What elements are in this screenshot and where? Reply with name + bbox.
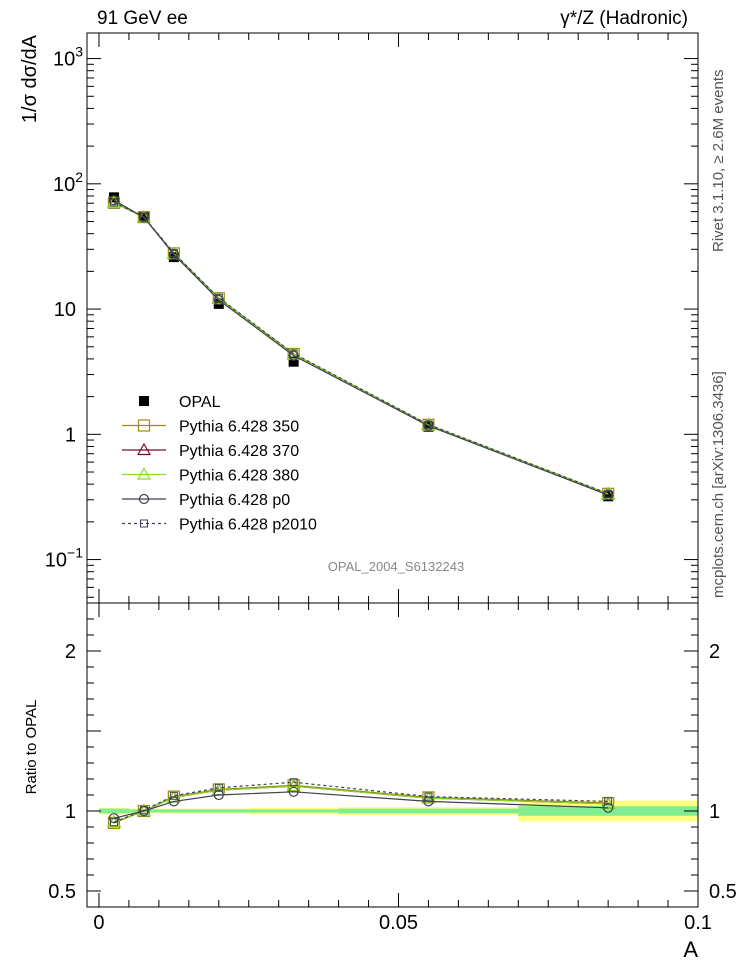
legend-label: Pythia 6.428 380 xyxy=(179,468,299,485)
x-axis-title: A xyxy=(683,937,698,962)
data-point xyxy=(424,420,433,429)
ratio-series-line xyxy=(113,791,609,819)
page-title-left: 91 GeV ee xyxy=(97,8,188,29)
legend-marker xyxy=(137,419,151,432)
y-tick-label: 103 xyxy=(53,44,83,71)
ratio-data-point xyxy=(213,789,224,801)
y-tick-label: 10 xyxy=(54,299,76,321)
ratio-series-line xyxy=(113,781,609,823)
ratio-data-point xyxy=(214,783,223,792)
legend: OPAL Pythia 6.428 350 Pythia 6.428 370 Pyth… xyxy=(122,394,317,534)
ratio-data-point xyxy=(288,786,299,797)
analysis-watermark: OPAL_2004_S6132243 xyxy=(328,559,464,574)
uncertainty-band-stat xyxy=(338,808,519,814)
uncertainty-band-stat xyxy=(158,809,189,813)
data-point xyxy=(109,198,118,207)
uncertainty-band-stat xyxy=(248,809,339,813)
ratio-data-point xyxy=(139,806,148,815)
x-tick-label: 0.1 xyxy=(684,912,712,934)
ratio-series-4 xyxy=(109,778,613,827)
legend-marker xyxy=(140,519,148,528)
legend-item: Pythia 6.428 380 xyxy=(122,467,299,485)
ratio-y-axis-title: Ratio to OPAL xyxy=(23,700,40,795)
ratio-plot-panel: 0.5 0.5 1 1 2 2 0 0.05 0.1 Ratio to OPAL A xyxy=(23,602,737,962)
ratio-y-tick-label: 2 xyxy=(65,641,76,663)
series-5 xyxy=(109,198,613,498)
ratio-data-point xyxy=(289,778,298,787)
data-point xyxy=(168,252,179,263)
data-point xyxy=(139,213,148,222)
data-point xyxy=(604,489,613,498)
legend-item: Pythia 6.428 350 xyxy=(122,419,299,436)
ratio-y-tick-label: 1 xyxy=(65,801,76,823)
data-point xyxy=(603,491,614,502)
x-tick-label: 0 xyxy=(93,912,104,934)
ratio-data-point xyxy=(603,802,614,813)
data-point xyxy=(168,249,179,260)
ratio-data-point xyxy=(109,818,118,827)
legend-label: Pythia 6.428 p0 xyxy=(179,492,290,509)
ratio-data-point xyxy=(107,816,121,830)
data-point xyxy=(169,249,178,258)
ratio-data-point xyxy=(108,813,120,824)
y-axis-title: 1/σ dσ/dA xyxy=(19,34,41,123)
y-tick-label: 10−1 xyxy=(45,545,83,572)
legend-item: Pythia 6.428 p0 xyxy=(122,492,290,509)
legend-item: Pythia 6.428 p2010 xyxy=(122,517,317,534)
legend-item: Pythia 6.428 370 xyxy=(122,442,299,460)
data-point xyxy=(289,349,298,358)
data-point xyxy=(213,294,224,306)
legend-marker xyxy=(136,442,152,456)
legend-label: Pythia 6.428 370 xyxy=(179,443,299,460)
data-point xyxy=(138,212,150,223)
ratio-plot-frame xyxy=(86,602,699,908)
data-point xyxy=(214,293,223,302)
data-point xyxy=(288,356,299,367)
x-tick-label: 0.05 xyxy=(379,912,418,934)
ratio-data-point xyxy=(604,797,613,806)
ratio-y-tick-label-right: 1 xyxy=(709,801,720,823)
legend-label: Pythia 6.428 p2010 xyxy=(179,517,317,534)
legend-marker xyxy=(136,467,152,480)
data-point xyxy=(108,195,120,206)
page-title-right: γ*/Z (Hadronic) xyxy=(560,8,688,29)
ratio-data-point xyxy=(424,792,433,801)
y-tick-label: 1 xyxy=(65,424,76,446)
ratio-y-tick-label: 0.5 xyxy=(48,881,76,903)
uncertainty-band-stat xyxy=(188,809,249,813)
data-point xyxy=(423,421,434,432)
uncertainty-band-stat xyxy=(518,806,698,816)
ratio-data-point xyxy=(168,796,179,807)
legend-item: OPAL xyxy=(139,394,221,411)
series-line xyxy=(113,199,609,496)
y-tick-label: 102 xyxy=(53,169,83,196)
ratio-y-tick-label-right: 2 xyxy=(709,641,720,663)
legend-label: OPAL xyxy=(179,394,221,411)
ratio-data-point xyxy=(423,796,434,807)
legend-label: Pythia 6.428 350 xyxy=(179,419,299,436)
ratio-data-point xyxy=(169,791,178,800)
uncertainty-band-stat xyxy=(98,808,129,814)
legend-marker xyxy=(139,396,149,406)
main-plot-panel: 10−1 1 10 102 103 1/σ dσ/dA OPAL_2004_S6132243 xyxy=(19,32,699,604)
ratio-series-3 xyxy=(108,786,614,824)
ratio-y-tick-label-right: 0.5 xyxy=(709,881,737,903)
legend-marker xyxy=(138,493,150,505)
